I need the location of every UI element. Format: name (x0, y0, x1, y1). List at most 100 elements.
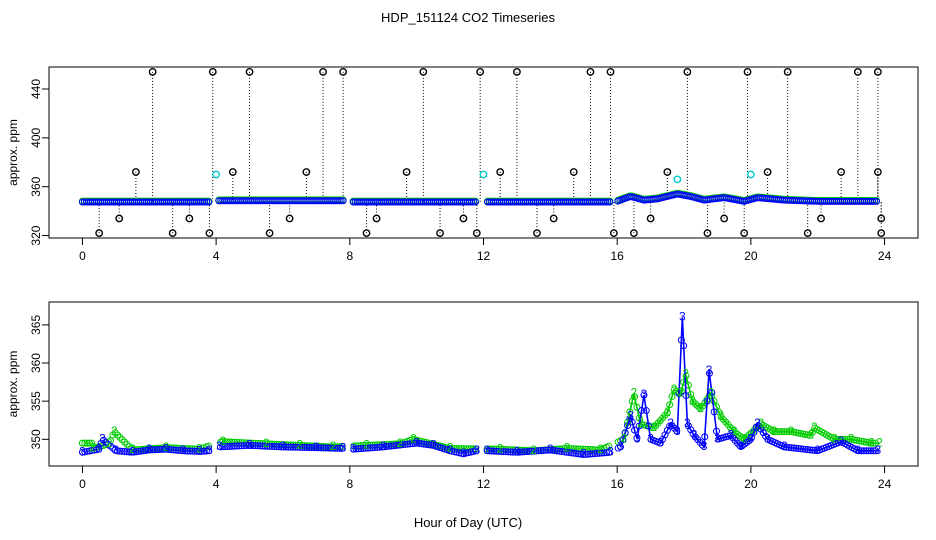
data-point (130, 448, 138, 456)
series-marker: 3 (875, 443, 882, 457)
data-point (338, 444, 346, 452)
data-point (411, 439, 419, 447)
data-point (359, 444, 367, 452)
data-point (261, 442, 269, 450)
x-tick-label: 16 (611, 477, 625, 491)
series-marker: 2 (447, 441, 454, 455)
data-point (247, 441, 255, 449)
data-point (619, 436, 627, 444)
outlier-point (783, 67, 792, 76)
data-point (759, 429, 767, 437)
data-point (401, 440, 409, 448)
data-point (553, 447, 561, 455)
data-point (116, 433, 124, 441)
data-point (242, 442, 250, 450)
data-point (233, 438, 241, 446)
series-marker: 2 (219, 434, 226, 448)
data-point (128, 448, 136, 456)
data-point (673, 175, 682, 184)
data-point (177, 447, 185, 455)
outlier-point (763, 168, 772, 176)
data-point (284, 443, 292, 451)
outlier-point (569, 168, 578, 176)
data-point (324, 444, 332, 452)
outlier-point (208, 67, 217, 76)
data-point (201, 198, 209, 206)
data-point (167, 446, 175, 454)
x-tick-label: 8 (346, 249, 353, 263)
series-marker: 3 (179, 443, 186, 457)
x-axis-label: Hour of Day (UTC) (414, 515, 522, 530)
data-point (277, 443, 285, 451)
data-point (198, 447, 206, 455)
data-point (394, 441, 402, 449)
data-point (668, 393, 676, 401)
data-point (317, 444, 325, 452)
data-point (294, 443, 302, 451)
data-point (696, 404, 704, 412)
data-point (369, 444, 377, 452)
data-point (132, 448, 140, 456)
chart-title: HDP_151124 CO2 Timeseries (381, 10, 555, 25)
series-marker: 3 (679, 309, 686, 323)
data-point (354, 445, 362, 453)
data-point (172, 446, 180, 454)
series-marker: 2 (106, 436, 113, 450)
data-point (509, 448, 517, 456)
data-point (146, 446, 154, 454)
data-point (259, 442, 267, 450)
series-marker: 2 (731, 424, 738, 438)
data-point (633, 434, 641, 442)
y-tick-label: 400 (29, 128, 43, 148)
data-point (245, 441, 253, 449)
series-marker: 2 (671, 382, 678, 396)
y-axis-label: approx. ppm (6, 351, 20, 418)
outlier-point (372, 214, 381, 223)
data-point (109, 431, 117, 439)
data-point (380, 443, 388, 451)
data-point (319, 444, 327, 452)
data-point (144, 446, 152, 454)
data-point (378, 443, 386, 451)
data-point (471, 447, 479, 455)
data-point (504, 448, 512, 456)
series-marker: 3 (617, 439, 624, 453)
outlier-point (877, 229, 886, 238)
data-point (399, 441, 407, 449)
data-point (193, 447, 201, 455)
outlier-point (533, 229, 541, 238)
series-marker: 3 (246, 438, 253, 452)
data-point (483, 447, 491, 455)
data-point (121, 448, 129, 456)
outlier-point (148, 67, 157, 76)
x-tick-label: 8 (346, 477, 353, 491)
series-marker: 3 (313, 440, 320, 454)
x-tick-label: 0 (79, 477, 86, 491)
outlier-point (168, 229, 177, 238)
series-marker: 3 (641, 387, 648, 401)
series-marker: 2 (129, 442, 136, 456)
x-tick-label: 16 (611, 249, 625, 263)
y-tick-label: 320 (29, 225, 43, 245)
data-point (151, 446, 159, 454)
data-point (387, 442, 395, 450)
data-point (287, 443, 295, 451)
data-point (333, 444, 341, 452)
series-marker: 3 (691, 428, 698, 442)
series-marker: 3 (814, 443, 821, 457)
series-marker: 2 (196, 441, 203, 455)
series-marker: 2 (788, 424, 795, 438)
data-point (223, 443, 231, 451)
data-point (118, 447, 126, 455)
data-point (298, 443, 306, 451)
data-point (373, 443, 381, 451)
outlier-point (837, 168, 846, 176)
x-tick-label: 20 (744, 249, 758, 263)
outlier-point (853, 67, 862, 76)
series-marker: 2 (497, 441, 504, 455)
data-point (139, 447, 147, 455)
data-point (558, 448, 566, 456)
data-point (118, 436, 126, 444)
outlier-point (131, 168, 140, 176)
data-point (252, 442, 260, 450)
